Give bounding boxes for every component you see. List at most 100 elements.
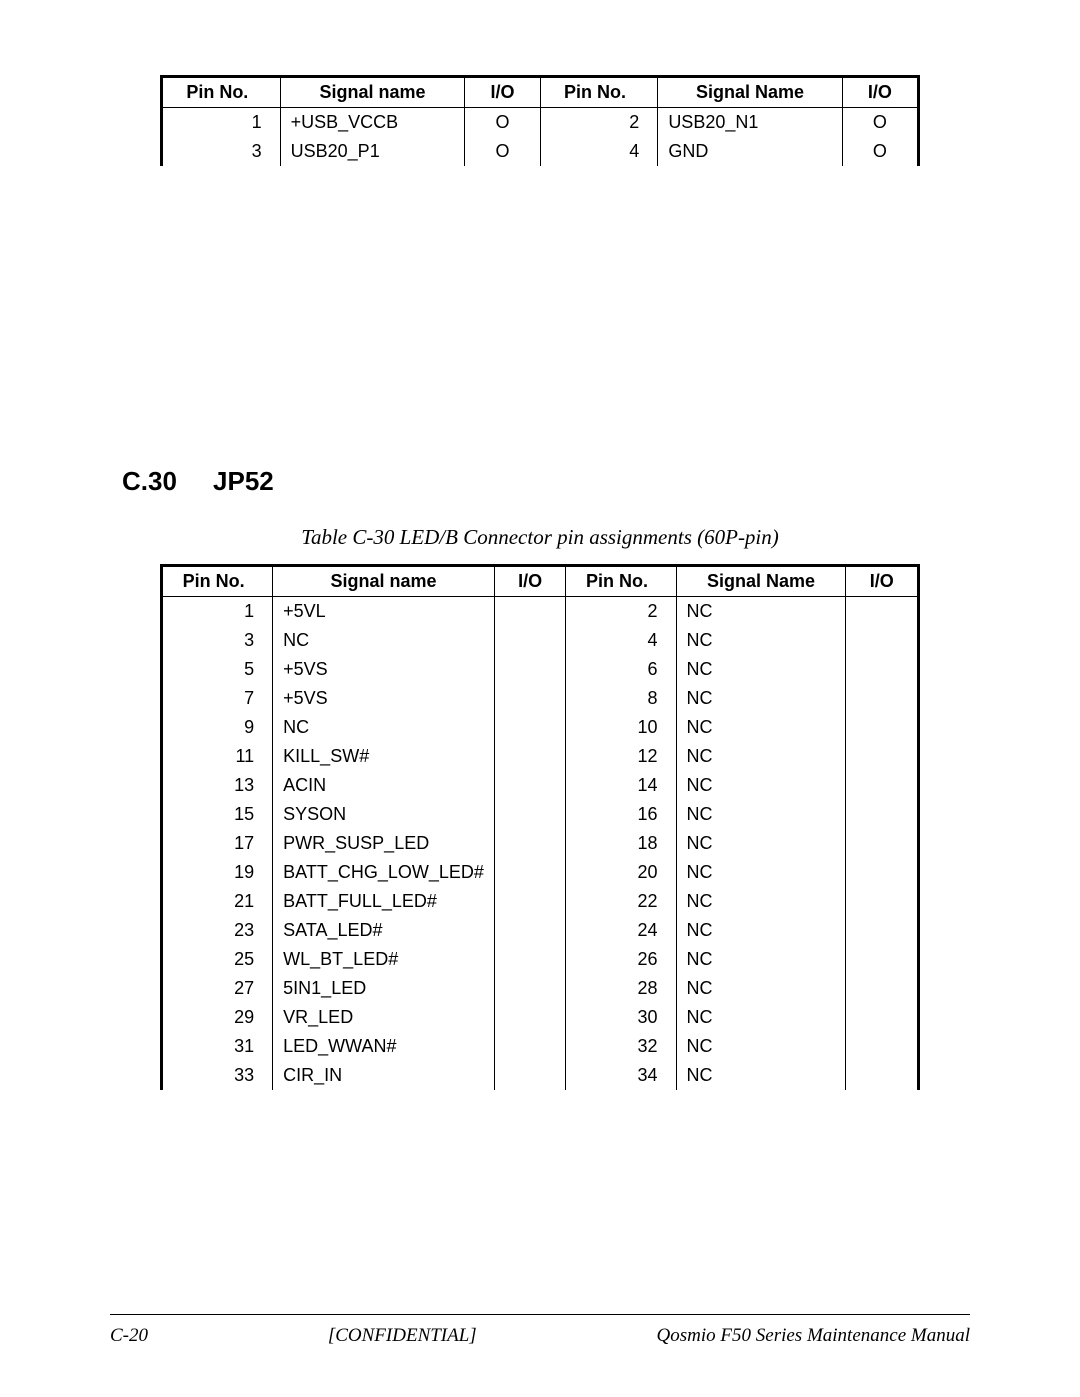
table-row: 17PWR_SUSP_LED18NC: [162, 829, 919, 858]
table-cell: 22: [566, 887, 676, 916]
col-header: I/O: [846, 566, 919, 597]
table-cell: 7: [162, 684, 273, 713]
table-cell: NC: [273, 713, 495, 742]
table-cell: [494, 655, 566, 684]
table-row: 9NC10NC: [162, 713, 919, 742]
table-cell: 5IN1_LED: [273, 974, 495, 1003]
table-cell: 23: [162, 916, 273, 945]
table-cell: O: [465, 108, 540, 138]
table-cell: NC: [676, 742, 846, 771]
col-header: I/O: [494, 566, 566, 597]
table-row: 29VR_LED30NC: [162, 1003, 919, 1032]
table-cell: 2: [540, 108, 658, 138]
col-header: Signal name: [273, 566, 495, 597]
table-cell: [846, 1032, 919, 1061]
table-cell: 15: [162, 800, 273, 829]
table-cell: NC: [676, 945, 846, 974]
table-cell: [494, 800, 566, 829]
table-cell: 33: [162, 1061, 273, 1090]
table-cell: +5VL: [273, 597, 495, 627]
table-row: 5+5VS6NC: [162, 655, 919, 684]
table-cell: [846, 771, 919, 800]
table-cell: NC: [676, 626, 846, 655]
table-cell: 4: [540, 137, 658, 166]
table-cell: NC: [676, 916, 846, 945]
table-cell: [846, 887, 919, 916]
table-cell: SATA_LED#: [273, 916, 495, 945]
table-cell: 14: [566, 771, 676, 800]
table-ledb-connector: Pin No. Signal name I/O Pin No. Signal N…: [160, 564, 920, 1090]
table-cell: O: [465, 137, 540, 166]
col-header: Pin No.: [162, 77, 281, 108]
table-cell: [494, 713, 566, 742]
table-cell: [846, 858, 919, 887]
table-cell: [494, 887, 566, 916]
table-row: 25WL_BT_LED#26NC: [162, 945, 919, 974]
table-row: 23SATA_LED#24NC: [162, 916, 919, 945]
table-header-row: Pin No. Signal name I/O Pin No. Signal N…: [162, 566, 919, 597]
table-cell: 19: [162, 858, 273, 887]
table-row: 275IN1_LED28NC: [162, 974, 919, 1003]
table-cell: NC: [676, 974, 846, 1003]
table-header-row: Pin No. Signal name I/O Pin No. Signal N…: [162, 77, 919, 108]
footer-rule: [110, 1314, 970, 1315]
table-cell: 13: [162, 771, 273, 800]
table1-body: 1+USB_VCCBO2USB20_N1O3USB20_P1O4GNDO: [162, 108, 919, 167]
col-header: Pin No.: [566, 566, 676, 597]
table-cell: VR_LED: [273, 1003, 495, 1032]
table-cell: [846, 626, 919, 655]
table-cell: +USB_VCCB: [280, 108, 465, 138]
col-header: Signal name: [280, 77, 465, 108]
col-header: Pin No.: [540, 77, 658, 108]
table-cell: [494, 1003, 566, 1032]
table-cell: ACIN: [273, 771, 495, 800]
table-cell: BATT_CHG_LOW_LED#: [273, 858, 495, 887]
table-row: 15SYSON16NC: [162, 800, 919, 829]
page-footer: C-20 [CONFIDENTIAL] Qosmio F50 Series Ma…: [110, 1314, 970, 1347]
table-cell: NC: [676, 684, 846, 713]
table-cell: NC: [676, 597, 846, 627]
table-cell: NC: [676, 1061, 846, 1090]
table-cell: 25: [162, 945, 273, 974]
table-cell: [846, 597, 919, 627]
table-cell: [494, 597, 566, 627]
table-cell: CIR_IN: [273, 1061, 495, 1090]
table-cell: 21: [162, 887, 273, 916]
table-usb-connector: Pin No. Signal name I/O Pin No. Signal N…: [160, 75, 920, 166]
table-cell: 3: [162, 137, 281, 166]
table-cell: NC: [676, 1032, 846, 1061]
table-row: 3USB20_P1O4GNDO: [162, 137, 919, 166]
table-cell: 17: [162, 829, 273, 858]
table-cell: PWR_SUSP_LED: [273, 829, 495, 858]
page-container: Pin No. Signal name I/O Pin No. Signal N…: [0, 0, 1080, 1397]
table-cell: 20: [566, 858, 676, 887]
table-cell: [846, 742, 919, 771]
table-cell: 3: [162, 626, 273, 655]
table-cell: 30: [566, 1003, 676, 1032]
table-cell: [494, 974, 566, 1003]
table-row: 1+5VL2NC: [162, 597, 919, 627]
table-cell: LED_WWAN#: [273, 1032, 495, 1061]
col-header: Pin No.: [162, 566, 273, 597]
table-cell: [846, 684, 919, 713]
table-row: 1+USB_VCCBO2USB20_N1O: [162, 108, 919, 138]
table-cell: [494, 742, 566, 771]
table-cell: 2: [566, 597, 676, 627]
table-cell: 8: [566, 684, 676, 713]
table-cell: [494, 945, 566, 974]
table-cell: 18: [566, 829, 676, 858]
table-cell: NC: [676, 800, 846, 829]
table-cell: 6: [566, 655, 676, 684]
table-cell: 9: [162, 713, 273, 742]
table-cell: WL_BT_LED#: [273, 945, 495, 974]
table-cell: [846, 800, 919, 829]
table-cell: 10: [566, 713, 676, 742]
table-cell: 5: [162, 655, 273, 684]
table-cell: [494, 916, 566, 945]
table-cell: O: [842, 137, 918, 166]
table-cell: [494, 1032, 566, 1061]
table-cell: +5VS: [273, 655, 495, 684]
table-cell: BATT_FULL_LED#: [273, 887, 495, 916]
table-cell: 32: [566, 1032, 676, 1061]
table-cell: +5VS: [273, 684, 495, 713]
